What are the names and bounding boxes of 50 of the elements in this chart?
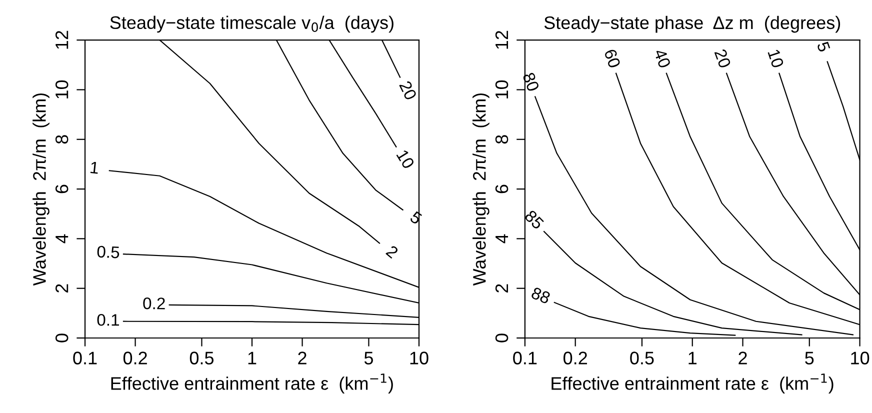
annotation: 20 (714, 48, 732, 69)
y-tick-label: 12 (55, 30, 68, 49)
y-axis-title: Wavelength 2π/m (km) (32, 93, 50, 286)
y-tick-label: 0 (495, 334, 508, 342)
annotation: 1 (90, 162, 99, 174)
annotation: 0.5 (97, 246, 120, 258)
y-tick-label: 10 (495, 80, 508, 98)
x-tick-label: 2 (738, 352, 747, 364)
annotation: 0.2 (143, 297, 165, 310)
y-axis-title: Wavelength 2π/m (km) (472, 93, 490, 286)
y-tick-label: 2 (495, 284, 508, 292)
y-tick-label: 4 (56, 234, 68, 244)
x-tick-label: 1 (248, 352, 256, 364)
y-tick-label: 6 (495, 184, 508, 194)
y-tick-label: 8 (495, 135, 508, 144)
y-tick-label: 10 (55, 80, 68, 98)
annotation: 20 (399, 80, 418, 101)
y-tick-label: 4 (496, 234, 508, 244)
x-tick-label: 0.5 (190, 352, 214, 364)
chart-title: Steady−state phase Δz m (degrees) (544, 16, 840, 33)
x-tick-label: 10 (410, 352, 428, 364)
chart-title: Steady−state timescale v$_{0}$/a (days) (110, 16, 394, 33)
x-axis-title: Effective entrainment rate ε (km$^{−1}$) (111, 374, 393, 394)
x-tick-label: 1 (688, 352, 697, 364)
x-tick-label: 0.1 (513, 352, 537, 364)
annotation: 5 (816, 41, 830, 52)
annotation: 80 (522, 72, 540, 92)
annotation: 60 (604, 48, 621, 69)
annotation: 10 (396, 149, 415, 170)
annotation: 5 (409, 210, 423, 225)
annotation: 0.1 (97, 314, 120, 326)
x-tick-label: 0.5 (630, 352, 654, 364)
y-tick-label: 2 (55, 284, 68, 292)
x-tick-label: 0.2 (564, 352, 587, 364)
x-tick-label: 0.2 (123, 352, 147, 364)
x-tick-label: 5 (364, 352, 373, 364)
x-tick-label: 5 (805, 352, 814, 364)
y-tick-label: 0 (55, 334, 68, 342)
annotation: 2 (386, 244, 399, 259)
y-tick-label: 12 (495, 30, 508, 49)
x-tick-label: 0.1 (73, 352, 97, 364)
y-tick-label: 8 (55, 135, 68, 144)
x-tick-label: 10 (851, 352, 870, 364)
annotation: 88 (530, 286, 551, 304)
y-tick-label: 6 (55, 184, 68, 194)
annotation: 85 (524, 209, 544, 230)
annotation: 40 (654, 48, 671, 69)
x-axis-title: Effective entrainment rate ε (km$^{−1}$) (552, 374, 834, 394)
annotation: 10 (768, 48, 784, 68)
x-tick-label: 2 (298, 352, 306, 364)
